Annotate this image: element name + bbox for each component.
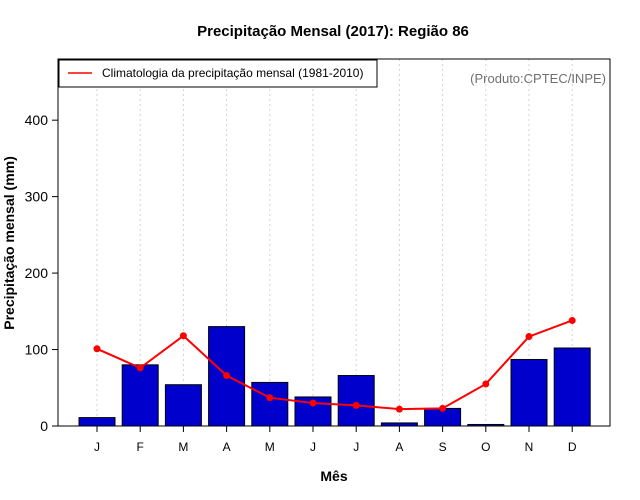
- x-tick-label: N: [525, 440, 534, 454]
- bar-m-5: [251, 381, 289, 427]
- y-tick-label: 0: [40, 418, 48, 434]
- bar-d-12: [553, 347, 591, 427]
- climatology-line: [96, 319, 573, 411]
- climatology-point-10: [482, 380, 490, 388]
- grid-lines: [96, 59, 573, 426]
- climatology-point-12: [568, 316, 576, 324]
- climatology-point-4: [223, 372, 231, 380]
- y-tick-label: 300: [25, 189, 49, 205]
- climatology-point-1: [93, 345, 101, 353]
- bar-j-1: [78, 417, 116, 427]
- climatology-point-3: [179, 332, 187, 340]
- y-axis-label: Precipitação mensal (mm): [1, 156, 17, 330]
- y-tick-label: 200: [25, 265, 49, 281]
- climatology-point-8: [395, 405, 403, 413]
- bar-j-7: [337, 375, 375, 427]
- x-tick-label: F: [137, 440, 144, 454]
- climatology-point-9: [439, 404, 447, 412]
- x-axis-label: Mês: [320, 468, 347, 484]
- x-tick-label: M: [265, 440, 275, 454]
- climatology-point-7: [352, 401, 360, 409]
- credit-annotation: (Produto:CPTEC/INPE): [470, 71, 606, 86]
- x-tick-label: J: [310, 440, 316, 454]
- climatology-point-2: [136, 364, 144, 372]
- legend: Climatologia da precipitação mensal (198…: [58, 59, 378, 88]
- bar-m-3: [164, 384, 202, 427]
- x-tick-label: O: [481, 440, 490, 454]
- climatology-point-6: [309, 399, 317, 407]
- legend-box: [58, 59, 378, 88]
- bar-n-11: [510, 358, 548, 427]
- x-tick-label: A: [223, 440, 231, 454]
- plot-frame: [57, 58, 611, 427]
- bar-f-2: [121, 364, 159, 427]
- climatology-series: [93, 316, 576, 413]
- bar-series: [78, 326, 591, 427]
- x-tick-label: J: [353, 440, 359, 454]
- climatology-point-5: [266, 394, 274, 402]
- climatology-point-11: [525, 333, 533, 341]
- x-tick-label: A: [395, 440, 403, 454]
- x-tick-label: D: [568, 440, 577, 454]
- chart-title: Precipitação Mensal (2017): Região 86: [197, 23, 469, 40]
- y-tick-label: 100: [25, 342, 49, 358]
- legend-label: Climatologia da precipitação mensal (198…: [102, 66, 363, 80]
- y-axis: 0 100 200 300 400: [25, 112, 58, 434]
- x-tick-label: J: [94, 440, 100, 454]
- y-tick-label: 400: [25, 112, 49, 128]
- x-tick-label: S: [439, 440, 447, 454]
- x-tick-label: M: [178, 440, 188, 454]
